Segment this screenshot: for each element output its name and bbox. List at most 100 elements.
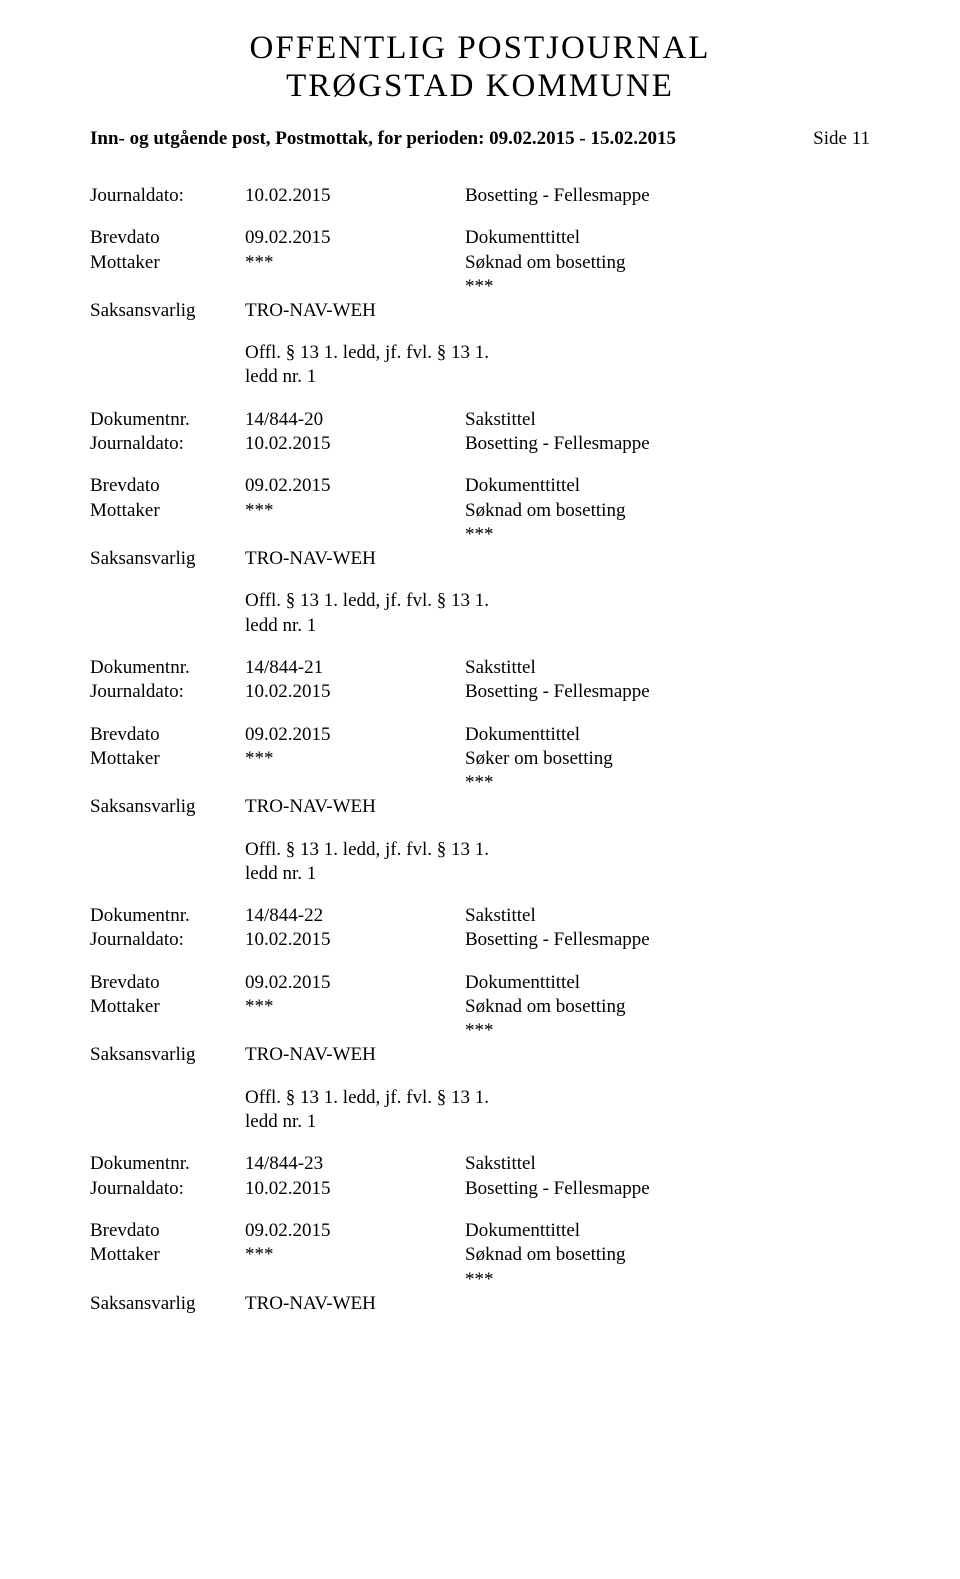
value-saksansvarlig: TRO-NAV-WEH: [245, 547, 465, 571]
title-line-2: TRØGSTAD KOMMUNE: [286, 68, 674, 104]
label-journaldato: Journaldato:: [90, 184, 245, 208]
label-brevdato: Brevdato: [90, 1219, 245, 1243]
value-journaldato: 10.02.2015: [245, 928, 465, 952]
journal-entry: Journaldato: 10.02.2015 Bosetting - Fell…: [90, 184, 870, 390]
row-brevdato: Brevdato 09.02.2015 Dokumenttittel: [90, 226, 870, 250]
offl-line2: ledd nr. 1: [245, 366, 316, 387]
value-stars: ***: [465, 275, 870, 299]
row-dokumentnr: Dokumentnr. 14/844-23 Sakstittel: [90, 1152, 870, 1176]
value-action: Søknad om bosetting: [465, 995, 870, 1019]
row-saksansvarlig: Saksansvarlig TRO-NAV-WEH: [90, 299, 870, 323]
value-action: Søker om bosetting: [465, 747, 870, 771]
journal-entry: Dokumentnr. 14/844-21 Sakstittel Journal…: [90, 656, 870, 886]
label-mottaker: Mottaker: [90, 995, 245, 1019]
value-dokumentnr: 14/844-20: [245, 408, 465, 432]
value-sakstittel: Bosetting - Fellesmappe: [465, 680, 870, 704]
value-stars: ***: [465, 771, 870, 795]
value-mottaker: ***: [245, 1243, 465, 1267]
label-journaldato: Journaldato:: [90, 432, 245, 456]
offl-exemption: Offl. § 13 1. ledd, jf. fvl. § 13 1. led…: [245, 589, 870, 638]
value-dokumentnr: 14/844-23: [245, 1152, 465, 1176]
label-saksansvarlig: Saksansvarlig: [90, 547, 245, 571]
label-mottaker: Mottaker: [90, 251, 245, 275]
row-saksansvarlig: Saksansvarlig TRO-NAV-WEH: [90, 1043, 870, 1067]
value-brevdato: 09.02.2015: [245, 1219, 465, 1243]
row-stars: ***: [90, 1268, 870, 1292]
value-dokumentnr: 14/844-21: [245, 656, 465, 680]
value-sakstittel: Bosetting - Fellesmappe: [465, 184, 870, 208]
row-journaldato: Journaldato: 10.02.2015 Bosetting - Fell…: [90, 680, 870, 704]
value-brevdato: 09.02.2015: [245, 971, 465, 995]
offl-line1: Offl. § 13 1. ledd, jf. fvl. § 13 1.: [245, 1087, 489, 1108]
journal-entry: Dokumentnr. 14/844-22 Sakstittel Journal…: [90, 904, 870, 1134]
row-saksansvarlig: Saksansvarlig TRO-NAV-WEH: [90, 547, 870, 571]
title-line-1: OFFENTLIG POSTJOURNAL: [250, 30, 711, 66]
row-saksansvarlig: Saksansvarlig TRO-NAV-WEH: [90, 795, 870, 819]
row-dokumentnr: Dokumentnr. 14/844-20 Sakstittel: [90, 408, 870, 432]
value-saksansvarlig: TRO-NAV-WEH: [245, 299, 465, 323]
label-dokumentnr: Dokumentnr.: [90, 408, 245, 432]
value-brevdato: 09.02.2015: [245, 226, 465, 250]
value-brevdato: 09.02.2015: [245, 474, 465, 498]
label-mottaker: Mottaker: [90, 1243, 245, 1267]
label-brevdato: Brevdato: [90, 971, 245, 995]
offl-exemption: Offl. § 13 1. ledd, jf. fvl. § 13 1. led…: [245, 838, 870, 887]
row-mottaker: Mottaker *** Søker om bosetting: [90, 747, 870, 771]
value-mottaker: ***: [245, 995, 465, 1019]
row-mottaker: Mottaker *** Søknad om bosetting: [90, 995, 870, 1019]
row-mottaker: Mottaker *** Søknad om bosetting: [90, 1243, 870, 1267]
value-stars: ***: [465, 1019, 870, 1043]
row-brevdato: Brevdato 09.02.2015 Dokumenttittel: [90, 474, 870, 498]
value-action: Søknad om bosetting: [465, 1243, 870, 1267]
label-saksansvarlig: Saksansvarlig: [90, 299, 245, 323]
value-action: Søknad om bosetting: [465, 251, 870, 275]
value-mottaker: ***: [245, 747, 465, 771]
row-stars: ***: [90, 523, 870, 547]
row-stars: ***: [90, 771, 870, 795]
label-sakstittel: Sakstittel: [465, 904, 870, 928]
label-dokumentnr: Dokumentnr.: [90, 656, 245, 680]
row-mottaker: Mottaker *** Søknad om bosetting: [90, 251, 870, 275]
label-brevdato: Brevdato: [90, 723, 245, 747]
label-brevdato: Brevdato: [90, 226, 245, 250]
label-saksansvarlig: Saksansvarlig: [90, 1292, 245, 1316]
value-sakstittel: Bosetting - Fellesmappe: [465, 1177, 870, 1201]
value-journaldato: 10.02.2015: [245, 1177, 465, 1201]
label-dokumenttittel: Dokumenttittel: [465, 474, 870, 498]
offl-exemption: Offl. § 13 1. ledd, jf. fvl. § 13 1. led…: [245, 341, 870, 390]
label-journaldato: Journaldato:: [90, 1177, 245, 1201]
row-mottaker: Mottaker *** Søknad om bosetting: [90, 499, 870, 523]
offl-line2: ledd nr. 1: [245, 863, 316, 884]
value-saksansvarlig: TRO-NAV-WEH: [245, 795, 465, 819]
row-stars: ***: [90, 275, 870, 299]
label-brevdato: Brevdato: [90, 474, 245, 498]
offl-line2: ledd nr. 1: [245, 615, 316, 636]
period-subtitle: Inn- og utgående post, Postmottak, for p…: [90, 128, 676, 150]
journal-entry: Dokumentnr. 14/844-20 Sakstittel Journal…: [90, 408, 870, 638]
label-sakstittel: Sakstittel: [465, 656, 870, 680]
page-number: Side 11: [813, 128, 870, 150]
row-brevdato: Brevdato 09.02.2015 Dokumenttittel: [90, 971, 870, 995]
label-sakstittel: Sakstittel: [465, 1152, 870, 1176]
row-brevdato: Brevdato 09.02.2015 Dokumenttittel: [90, 723, 870, 747]
offl-line2: ledd nr. 1: [245, 1111, 316, 1132]
value-action: Søknad om bosetting: [465, 499, 870, 523]
label-dokumenttittel: Dokumenttittel: [465, 1219, 870, 1243]
label-dokumenttittel: Dokumenttittel: [465, 226, 870, 250]
row-journaldato: Journaldato: 10.02.2015 Bosetting - Fell…: [90, 928, 870, 952]
label-mottaker: Mottaker: [90, 747, 245, 771]
value-journaldato: 10.02.2015: [245, 680, 465, 704]
sub-header: Inn- og utgående post, Postmottak, for p…: [90, 128, 870, 150]
row-stars: ***: [90, 1019, 870, 1043]
label-mottaker: Mottaker: [90, 499, 245, 523]
value-mottaker: ***: [245, 499, 465, 523]
value-stars: ***: [465, 1268, 870, 1292]
label-journaldato: Journaldato:: [90, 680, 245, 704]
page-main-title: OFFENTLIG POSTJOURNAL TRØGSTAD KOMMUNE: [90, 30, 870, 106]
label-journaldato: Journaldato:: [90, 928, 245, 952]
label-dokumentnr: Dokumentnr.: [90, 1152, 245, 1176]
value-journaldato: 10.02.2015: [245, 184, 465, 208]
row-journaldato: Journaldato: 10.02.2015 Bosetting - Fell…: [90, 432, 870, 456]
value-sakstittel: Bosetting - Fellesmappe: [465, 432, 870, 456]
label-saksansvarlig: Saksansvarlig: [90, 1043, 245, 1067]
